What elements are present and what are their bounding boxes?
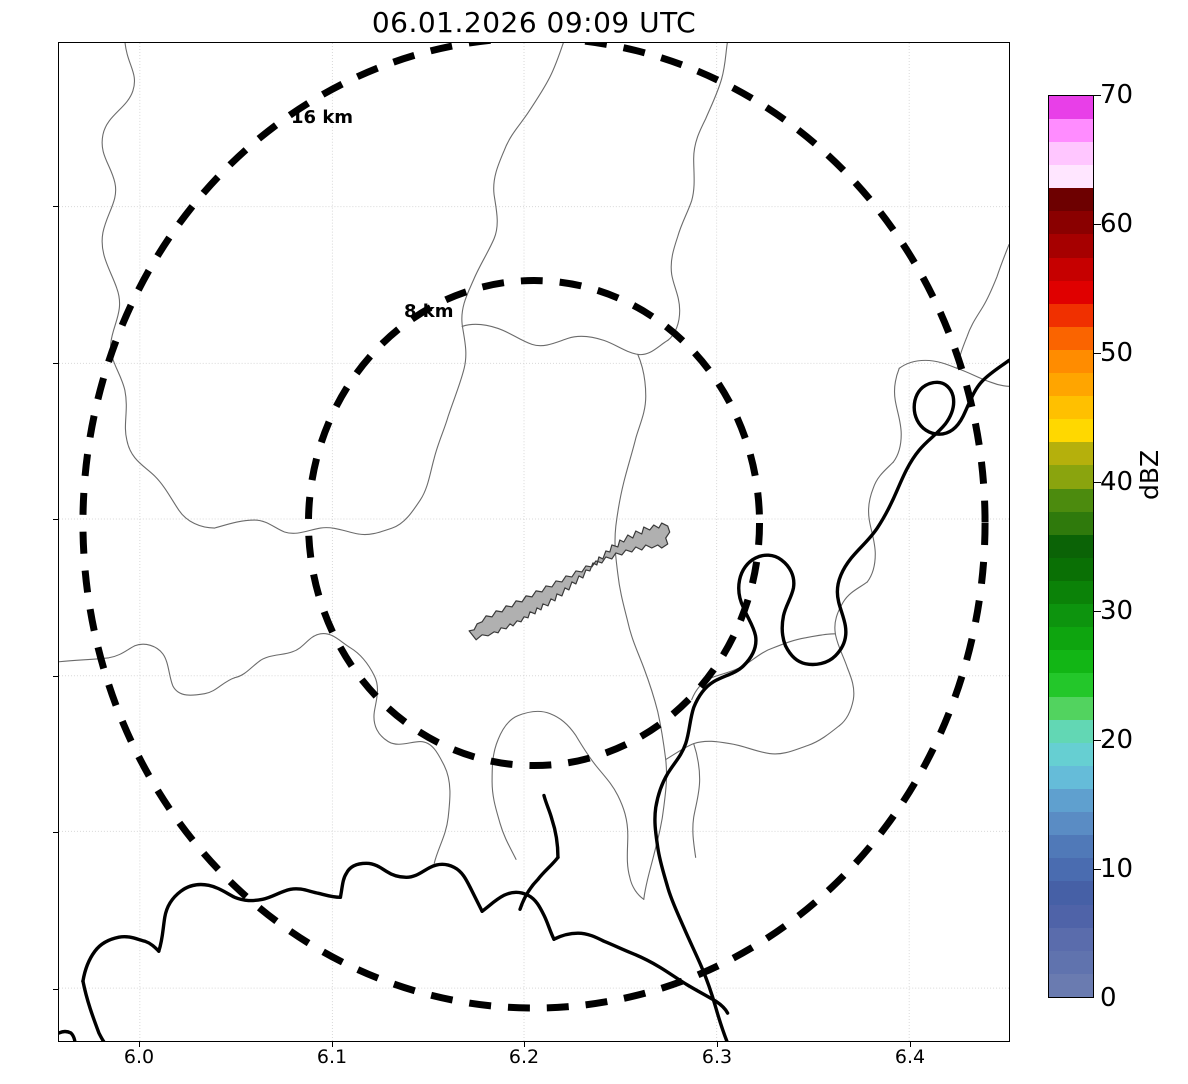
colorbar-band-17 bbox=[1049, 581, 1093, 605]
colorbar-tick-mark bbox=[1094, 482, 1101, 484]
colorbar-band-29 bbox=[1049, 303, 1093, 327]
y-tick-mark bbox=[53, 676, 58, 678]
x-tick-label: 6.0 bbox=[123, 1046, 155, 1068]
colorbar-band-37 bbox=[1049, 118, 1093, 142]
colorbar-band-21 bbox=[1049, 488, 1093, 512]
x-tick-label: 6.2 bbox=[508, 1046, 540, 1068]
colorbar-band-8 bbox=[1049, 789, 1093, 813]
colorbar-tick-mark bbox=[1094, 869, 1101, 871]
colorbar-tick-label: 0 bbox=[1100, 983, 1117, 1013]
x-tick-mark bbox=[910, 1042, 912, 1047]
colorbar-tick-mark bbox=[1094, 740, 1101, 742]
range-ring-8km-label: 8 km bbox=[404, 301, 454, 322]
x-tick-mark bbox=[717, 1042, 719, 1047]
colorbar-tick-label: 60 bbox=[1100, 209, 1134, 239]
colorbar-tick-mark bbox=[1094, 353, 1101, 355]
colorbar-band-24 bbox=[1049, 419, 1093, 443]
x-tick-label: 6.1 bbox=[316, 1046, 348, 1068]
range-ring-8km bbox=[304, 277, 764, 770]
colorbar-band-9 bbox=[1049, 765, 1093, 790]
colorbar-band-26 bbox=[1049, 373, 1093, 397]
colorbar-band-6 bbox=[1049, 835, 1093, 859]
colorbar-band-18 bbox=[1049, 557, 1093, 582]
y-tick-mark bbox=[53, 206, 58, 208]
luxembourg-city-polygon bbox=[468, 522, 671, 641]
colorbar-band-22 bbox=[1049, 465, 1093, 489]
colorbar-band-34 bbox=[1049, 188, 1093, 212]
colorbar-tick-mark bbox=[1094, 95, 1101, 97]
y-tick-mark bbox=[53, 989, 58, 991]
colorbar-tick-label: 70 bbox=[1100, 80, 1134, 110]
colorbar-band-32 bbox=[1049, 234, 1093, 258]
colorbar-band-33 bbox=[1049, 211, 1093, 235]
colorbar-band-38 bbox=[1049, 96, 1093, 119]
colorbar-band-15 bbox=[1049, 627, 1093, 651]
colorbar-band-30 bbox=[1049, 280, 1093, 304]
x-tick-label: 6.3 bbox=[701, 1046, 733, 1068]
colorbar-band-0 bbox=[1049, 973, 1093, 997]
colorbar-band-3 bbox=[1049, 904, 1093, 928]
colorbar-band-2 bbox=[1049, 927, 1093, 951]
national-border bbox=[59, 358, 1009, 1041]
colorbar-band-5 bbox=[1049, 858, 1093, 882]
colorbar-band-31 bbox=[1049, 257, 1093, 281]
colorbar-band-28 bbox=[1049, 326, 1093, 350]
range-rings bbox=[79, 43, 989, 1012]
colorbar-band-11 bbox=[1049, 719, 1093, 743]
colorbar-tick-label: 50 bbox=[1100, 338, 1134, 368]
map-plot-area[interactable]: 16 km 8 km bbox=[58, 42, 1010, 1042]
colorbar-band-35 bbox=[1049, 165, 1093, 189]
colorbar-band-25 bbox=[1049, 396, 1093, 420]
colorbar-tick-mark bbox=[1094, 611, 1101, 613]
colorbar-band-23 bbox=[1049, 442, 1093, 466]
x-tick-label: 6.4 bbox=[894, 1046, 926, 1068]
colorbar-band-27 bbox=[1049, 349, 1093, 374]
colorbar-band-19 bbox=[1049, 534, 1093, 558]
colorbar-band-20 bbox=[1049, 511, 1093, 535]
y-tick-mark bbox=[53, 832, 58, 834]
x-tick-mark bbox=[332, 1042, 334, 1047]
colorbar-tick-mark bbox=[1094, 224, 1101, 226]
colorbar-band-1 bbox=[1049, 950, 1093, 974]
y-tick-mark bbox=[53, 363, 58, 365]
colorbar-band-4 bbox=[1049, 881, 1093, 905]
colorbar-band-36 bbox=[1049, 141, 1093, 166]
colorbar[interactable] bbox=[1048, 95, 1094, 998]
range-ring-16km-label: 16 km bbox=[291, 107, 354, 128]
x-tick-mark bbox=[524, 1042, 526, 1047]
commune-borders bbox=[59, 43, 1009, 900]
colorbar-band-10 bbox=[1049, 742, 1093, 766]
colorbar-band-14 bbox=[1049, 650, 1093, 674]
colorbar-tick-label: 10 bbox=[1100, 854, 1134, 884]
colorbar-band-13 bbox=[1049, 673, 1093, 697]
colorbar-band-16 bbox=[1049, 604, 1093, 628]
colorbar-tick-label: 40 bbox=[1100, 467, 1134, 497]
y-tick-mark bbox=[53, 519, 58, 521]
colorbar-tick-label: 30 bbox=[1100, 596, 1134, 626]
page-title: 06.01.2026 09:09 UTC bbox=[371, 6, 697, 39]
x-tick-mark bbox=[139, 1042, 141, 1047]
colorbar-axis-label: dBZ bbox=[1135, 449, 1164, 500]
range-ring-16km bbox=[79, 43, 989, 1012]
colorbar-band-7 bbox=[1049, 812, 1093, 836]
map-canvas bbox=[59, 43, 1009, 1041]
colorbar-tick-label: 20 bbox=[1100, 725, 1134, 755]
colorbar-band-12 bbox=[1049, 696, 1093, 720]
